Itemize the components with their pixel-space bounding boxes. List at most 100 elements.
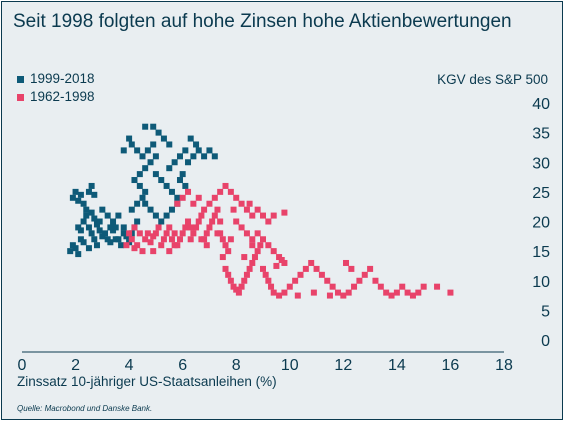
scatter-point	[168, 206, 175, 213]
scatter-point	[206, 200, 213, 207]
scatter-point	[72, 188, 79, 195]
scatter-point	[281, 209, 288, 216]
scatter-point	[351, 283, 358, 290]
scatter-point	[193, 141, 200, 148]
scatter-point	[75, 251, 82, 258]
scatter-point	[152, 171, 159, 178]
y-tick-label: 25	[532, 185, 550, 202]
scatter-point	[110, 218, 117, 225]
scatter-point	[142, 200, 149, 207]
x-axis-label: Zinssatz 10-jähriger US-Staatsanleihen (…	[17, 374, 277, 389]
scatter-point	[171, 159, 178, 166]
scatter-point	[112, 224, 119, 231]
scatter-point	[297, 271, 304, 278]
scatter-point	[155, 129, 162, 136]
scatter-point	[107, 239, 114, 246]
scatter-point	[139, 153, 146, 160]
y-tick-label: 40	[532, 96, 550, 113]
scatter-point	[326, 292, 333, 299]
scatter-point	[69, 194, 76, 201]
scatter-point	[193, 224, 200, 231]
scatter-point	[262, 271, 269, 278]
y-tick-label: 10	[532, 274, 550, 291]
scatter-point	[102, 230, 109, 237]
x-tick-label: 12	[334, 357, 352, 374]
scatter-point	[404, 289, 411, 296]
scatter-point	[176, 177, 183, 184]
y-tick-label: 15	[532, 244, 550, 261]
y-axis-label: KGV des S&P 500	[437, 72, 548, 87]
scatter-point	[150, 123, 157, 130]
scatter-point	[128, 206, 135, 213]
scatter-point	[203, 242, 210, 249]
scatter-point	[222, 182, 229, 189]
scatter-point	[265, 218, 272, 225]
scatter-point	[166, 248, 173, 255]
scatter-point	[409, 292, 416, 299]
scatter-point	[142, 188, 149, 195]
scatter-point	[238, 283, 245, 290]
scatter-point	[163, 212, 170, 219]
scatter-point	[166, 165, 173, 172]
scatter-point	[265, 242, 272, 249]
scatter-point	[166, 224, 173, 231]
scatter-point	[198, 236, 205, 243]
scatter-point	[126, 230, 133, 237]
scatter-point	[225, 271, 232, 278]
scatter-point	[118, 242, 125, 249]
scatter-point	[201, 153, 208, 160]
scatter-point	[182, 147, 189, 154]
scatter-point	[219, 236, 226, 243]
scatter-point	[249, 242, 256, 249]
scatter-point	[185, 188, 192, 195]
scatter-point	[147, 206, 154, 213]
scatter-point	[83, 206, 90, 213]
scatter-point	[123, 242, 130, 249]
scatter-point	[377, 283, 384, 290]
scatter-point	[176, 153, 183, 160]
x-tick-label: 4	[125, 357, 134, 374]
scatter-point	[227, 277, 234, 284]
scatter-point	[120, 147, 127, 154]
scatter-point	[155, 224, 162, 231]
scatter-point	[238, 200, 245, 207]
scatter-plot: 0 2 4 6 8 10 12 14 16 18 0 5 10 15 20 25 30 35 40	[18, 96, 551, 374]
scatter-point	[158, 177, 165, 184]
scatter-point	[393, 289, 400, 296]
y-tick-label: 20	[532, 215, 550, 232]
scatter-point	[128, 141, 135, 148]
y-tick-label: 35	[532, 126, 550, 143]
scatter-point	[134, 147, 141, 154]
legend-item-1999-2018: 1999-2018	[17, 70, 95, 88]
scatter-point	[91, 191, 98, 198]
scatter-point	[260, 236, 266, 243]
scatter-point	[139, 194, 146, 201]
scatter-point	[195, 218, 202, 225]
scatter-point	[249, 259, 256, 266]
scatter-point	[179, 230, 186, 237]
scatter-point	[265, 277, 272, 284]
scatter-point	[112, 236, 119, 243]
scatter-point	[160, 135, 167, 142]
scatter-point	[334, 289, 341, 296]
scatter-point	[434, 283, 441, 290]
scatter-point	[340, 292, 347, 299]
scatter-point	[294, 292, 301, 299]
scatter-point	[313, 265, 320, 272]
scatter-point	[286, 283, 293, 290]
scatter-point	[131, 224, 138, 231]
scatter-point	[243, 271, 250, 278]
x-tick-label: 16	[442, 357, 460, 374]
scatter-point	[163, 182, 170, 189]
scatter-point	[91, 215, 98, 222]
scatter-point	[163, 230, 170, 237]
scatter-point	[225, 248, 232, 255]
scatter-point	[399, 283, 406, 290]
scatter-point	[241, 254, 248, 261]
scatter-point	[254, 230, 261, 237]
legend-swatch-1999-2018	[17, 75, 24, 83]
scatter-point	[254, 248, 261, 255]
scatter-point	[158, 242, 165, 249]
scatter-point	[345, 289, 352, 296]
